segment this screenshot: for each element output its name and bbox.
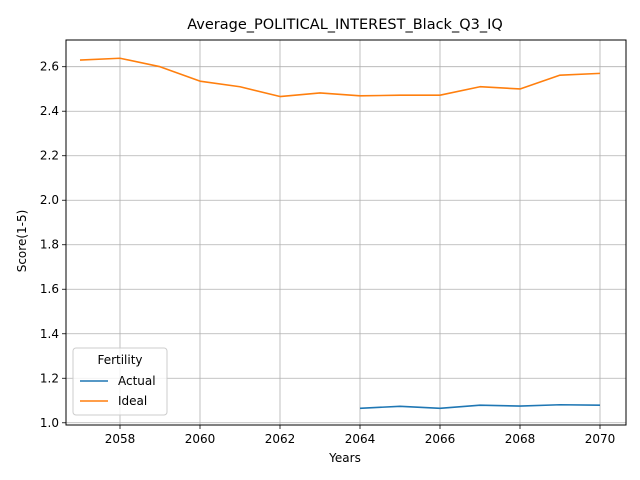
data-point-actual — [599, 404, 602, 407]
data-point-actual — [519, 405, 522, 408]
legend-label-ideal: Ideal — [118, 394, 147, 408]
x-tick-label: 2068 — [505, 432, 536, 446]
data-point-ideal — [519, 87, 522, 90]
y-tick-label: 1.2 — [40, 371, 59, 385]
chart-title: Average_POLITICAL_INTEREST_Black_Q3_IQ — [187, 17, 503, 33]
data-point-ideal — [399, 94, 402, 97]
x-tick-label: 2066 — [425, 432, 456, 446]
x-tick-label: 2062 — [265, 432, 296, 446]
y-axis-label: Score(1-5) — [15, 210, 29, 273]
data-point-actual — [559, 403, 562, 406]
y-tick-label: 1.4 — [40, 327, 59, 341]
data-point-actual — [479, 404, 482, 407]
y-tick-label: 2.4 — [40, 104, 59, 118]
y-tick-label: 1.6 — [40, 282, 59, 296]
y-tick-label: 2.2 — [40, 149, 59, 163]
data-point-ideal — [479, 85, 482, 88]
series-line-ideal — [79, 57, 601, 98]
x-tick-label: 2070 — [585, 432, 616, 446]
y-tick-label: 1.0 — [40, 416, 59, 430]
x-tick-label: 2058 — [105, 432, 136, 446]
data-point-ideal — [279, 95, 282, 98]
x-tick-label: 2060 — [185, 432, 216, 446]
x-axis: 2058 2060 2062 2064 2066 2068 2070 — [105, 425, 616, 446]
data-point-actual — [439, 407, 442, 410]
data-point-ideal — [319, 91, 322, 94]
data-point-ideal — [439, 94, 442, 97]
data-point-ideal — [359, 94, 362, 97]
grid — [66, 40, 626, 425]
y-axis: 1.0 1.2 1.4 1.6 1.8 2.0 2.2 2.4 2.6 — [40, 60, 66, 430]
data-point-ideal — [559, 74, 562, 77]
data-point-actual — [399, 405, 402, 408]
data-point-ideal — [599, 72, 602, 75]
data-point-ideal — [239, 85, 242, 88]
x-axis-label: Years — [328, 451, 361, 465]
legend: Fertility Actual Ideal — [72, 347, 168, 416]
plot-frame — [65, 39, 627, 426]
y-tick-label: 2.0 — [40, 193, 59, 207]
legend-title: Fertility — [97, 353, 142, 367]
x-tick-label: 2064 — [345, 432, 376, 446]
data-point-ideal — [159, 65, 162, 68]
legend-box — [72, 347, 168, 416]
y-tick-label: 1.8 — [40, 238, 59, 252]
data-point-ideal — [79, 59, 82, 62]
data-point-actual — [359, 407, 362, 410]
series-line-actual — [359, 403, 601, 410]
legend-label-actual: Actual — [118, 374, 156, 388]
data-point-ideal — [199, 80, 202, 83]
y-tick-label: 2.6 — [40, 60, 59, 74]
data-point-ideal — [119, 57, 122, 60]
series-layer — [79, 57, 602, 410]
